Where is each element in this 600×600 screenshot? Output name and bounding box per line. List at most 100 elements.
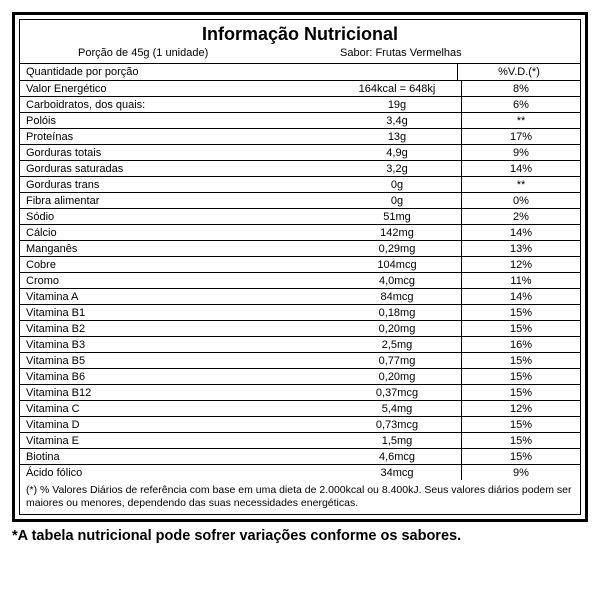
header-dv: %V.D.(*) <box>457 64 580 80</box>
nutrient-amount: 1,5mg <box>333 433 461 448</box>
nutrient-amount: 3,2g <box>333 161 461 176</box>
table-row: Cobre104mcg12% <box>20 257 580 273</box>
nutrient-dv: 12% <box>461 401 580 416</box>
nutrient-dv: 15% <box>461 449 580 464</box>
nutrient-amount: 0,20mg <box>333 369 461 384</box>
nutrient-name: Vitamina D <box>20 417 333 432</box>
table-row: Sódio51mg2% <box>20 209 580 225</box>
nutrient-amount: 3,4g <box>333 113 461 128</box>
nutrient-amount: 0,18mg <box>333 305 461 320</box>
nutrient-amount: 4,6mcg <box>333 449 461 464</box>
table-row: Vitamina E1,5mg15% <box>20 433 580 449</box>
nutrient-name: Cromo <box>20 273 333 288</box>
flavor-text: Sabor: Frutas Vermelhas <box>310 47 572 59</box>
nutrient-name: Vitamina B3 <box>20 337 333 352</box>
table-row: Manganês0,29mg13% <box>20 241 580 257</box>
nutrient-dv: 12% <box>461 257 580 272</box>
nutrient-dv: 8% <box>461 81 580 96</box>
nutrient-name: Vitamina B2 <box>20 321 333 336</box>
nutrient-amount: 34mcg <box>333 465 461 480</box>
nutrient-dv: ** <box>461 177 580 192</box>
nutrient-dv: 11% <box>461 273 580 288</box>
nutrient-dv: 6% <box>461 97 580 112</box>
table-row: Vitamina D0,73mcg15% <box>20 417 580 433</box>
table-row: Valor Energético164kcal = 648kj8% <box>20 81 580 97</box>
nutrient-amount: 104mcg <box>333 257 461 272</box>
nutrient-dv: 15% <box>461 433 580 448</box>
table-row: Gorduras trans0g** <box>20 177 580 193</box>
nutrient-dv: 15% <box>461 353 580 368</box>
table-row: Vitamina B60,20mg15% <box>20 369 580 385</box>
table-row: Cromo4,0mcg11% <box>20 273 580 289</box>
nutrient-name: Gorduras totais <box>20 145 333 160</box>
nutrition-panel: Informação Nutricional Porção de 45g (1 … <box>12 12 588 522</box>
nutrient-name: Polóis <box>20 113 333 128</box>
nutrient-dv: 15% <box>461 369 580 384</box>
nutrient-amount: 84mcg <box>333 289 461 304</box>
nutrient-amount: 19g <box>333 97 461 112</box>
table-row: Gorduras totais4,9g9% <box>20 145 580 161</box>
table-row: Cálcio142mg14% <box>20 225 580 241</box>
table-row: Vitamina B10,18mg15% <box>20 305 580 321</box>
nutrient-amount: 142mg <box>333 225 461 240</box>
nutrient-name: Carboidratos, dos quais: <box>20 97 333 112</box>
serving-text: Porção de 45g (1 unidade) <box>28 47 310 59</box>
nutrient-name: Vitamina B1 <box>20 305 333 320</box>
nutrient-amount: 5,4mg <box>333 401 461 416</box>
rows-container: Valor Energético164kcal = 648kj8%Carboid… <box>20 81 580 480</box>
nutrient-name: Valor Energético <box>20 81 333 96</box>
table-row: Carboidratos, dos quais:19g6% <box>20 97 580 113</box>
nutrient-amount: 0,73mcg <box>333 417 461 432</box>
nutrient-amount: 4,9g <box>333 145 461 160</box>
table-row: Vitamina B32,5mg16% <box>20 337 580 353</box>
table-row: Vitamina B120,37mcg15% <box>20 385 580 401</box>
nutrient-name: Ácido fólico <box>20 465 333 480</box>
nutrient-amount: 0,20mg <box>333 321 461 336</box>
table-row: Gorduras saturadas3,2g14% <box>20 161 580 177</box>
table-row: Vitamina C5,4mg12% <box>20 401 580 417</box>
footnote-text: (*) % Valores Diários de referência com … <box>20 480 580 514</box>
nutrient-name: Vitamina A <box>20 289 333 304</box>
nutrient-amount: 13g <box>333 129 461 144</box>
nutrient-amount: 0g <box>333 177 461 192</box>
table-header: Quantidade por porção %V.D.(*) <box>20 64 580 81</box>
nutrient-amount: 0,29mg <box>333 241 461 256</box>
disclaimer-text: *A tabela nutricional pode sofrer variaç… <box>12 528 588 544</box>
nutrient-dv: 14% <box>461 225 580 240</box>
nutrient-dv: 2% <box>461 209 580 224</box>
nutrient-amount: 51mg <box>333 209 461 224</box>
nutrient-name: Fibra alimentar <box>20 193 333 208</box>
nutrient-amount: 0,77mg <box>333 353 461 368</box>
nutrient-name: Cálcio <box>20 225 333 240</box>
nutrient-dv: 15% <box>461 417 580 432</box>
nutrient-name: Biotina <box>20 449 333 464</box>
nutrition-inner: Informação Nutricional Porção de 45g (1 … <box>19 19 581 515</box>
table-row: Fibra alimentar0g0% <box>20 193 580 209</box>
panel-title: Informação Nutricional <box>20 20 580 45</box>
table-row: Vitamina B20,20mg15% <box>20 321 580 337</box>
nutrient-dv: 15% <box>461 321 580 336</box>
nutrient-dv: 14% <box>461 289 580 304</box>
nutrient-dv: 14% <box>461 161 580 176</box>
nutrient-name: Manganês <box>20 241 333 256</box>
table-row: Vitamina B50,77mg15% <box>20 353 580 369</box>
nutrient-name: Gorduras trans <box>20 177 333 192</box>
nutrient-dv: 15% <box>461 305 580 320</box>
table-row: Polóis3,4g** <box>20 113 580 129</box>
header-quantity: Quantidade por porção <box>20 64 457 80</box>
nutrient-amount: 0,37mcg <box>333 385 461 400</box>
nutrient-amount: 164kcal = 648kj <box>333 81 461 96</box>
nutrient-dv: 15% <box>461 385 580 400</box>
nutrient-name: Vitamina E <box>20 433 333 448</box>
nutrient-name: Vitamina B12 <box>20 385 333 400</box>
nutrient-dv: 17% <box>461 129 580 144</box>
nutrient-dv: 0% <box>461 193 580 208</box>
nutrient-dv: 9% <box>461 145 580 160</box>
nutrient-amount: 4,0mcg <box>333 273 461 288</box>
table-row: Biotina4,6mcg15% <box>20 449 580 465</box>
table-row: Ácido fólico34mcg9% <box>20 465 580 480</box>
nutrient-amount: 2,5mg <box>333 337 461 352</box>
table-row: Vitamina A84mcg14% <box>20 289 580 305</box>
nutrient-name: Vitamina B6 <box>20 369 333 384</box>
table-row: Proteínas13g17% <box>20 129 580 145</box>
